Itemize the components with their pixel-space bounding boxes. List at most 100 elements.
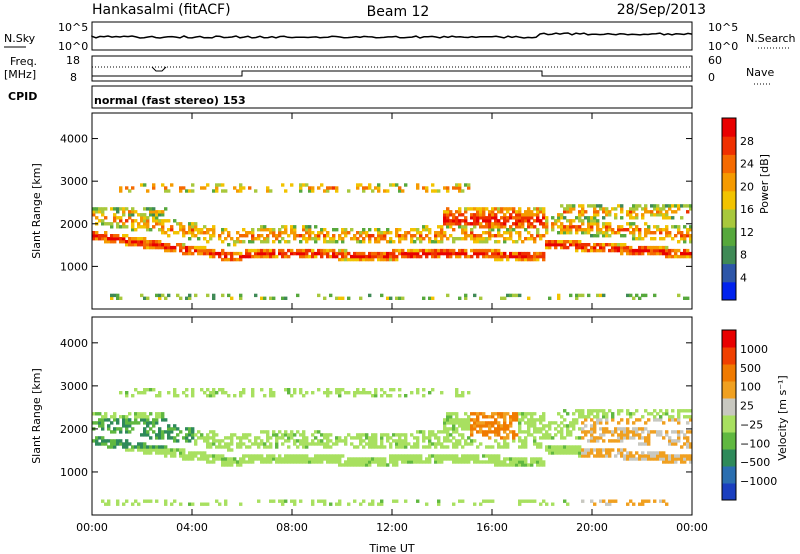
velocity-cell <box>188 454 192 458</box>
power-cell <box>164 231 168 235</box>
velocity-cell <box>104 415 108 419</box>
power-cell <box>194 248 198 253</box>
velocity-cell <box>362 460 366 464</box>
power-cell <box>659 231 663 235</box>
power-cell <box>332 248 336 253</box>
velocity-cell <box>689 454 693 458</box>
power-cell <box>257 251 261 256</box>
velocity-cell <box>275 442 279 446</box>
power-cell <box>287 248 291 253</box>
velocity-cell <box>170 502 174 506</box>
power-cell <box>623 245 627 250</box>
velocity-cell <box>107 439 111 443</box>
power-cell <box>206 293 210 298</box>
power-cell <box>554 222 558 226</box>
velocity-cell <box>596 418 600 422</box>
power-cell <box>473 207 477 211</box>
power-cell <box>422 296 426 300</box>
velocity-cell <box>239 463 243 467</box>
power-cell <box>263 240 267 244</box>
power-cell <box>557 293 561 298</box>
velocity-cell <box>221 454 225 458</box>
velocity-cell <box>284 388 288 392</box>
velocity-cell <box>158 448 162 452</box>
velocity-cell <box>530 460 534 464</box>
power-cell <box>242 254 246 259</box>
velocity-cell <box>638 433 642 437</box>
velocity-cell <box>683 415 687 419</box>
power-cell <box>488 222 492 226</box>
velocity-cell <box>671 418 675 422</box>
power-cell <box>305 248 309 253</box>
power-cell <box>587 228 591 232</box>
velocity-cell <box>101 424 105 428</box>
velocity-cell <box>101 499 105 503</box>
velocity-cell <box>542 499 546 503</box>
velocity-cell <box>368 463 372 467</box>
velocity-cell <box>242 436 246 440</box>
velocity-cell <box>470 424 474 428</box>
power-cell <box>302 237 306 241</box>
power-cell <box>602 207 606 211</box>
power-cell <box>416 251 420 256</box>
power-cell <box>548 245 552 250</box>
velocity-cell <box>410 433 414 437</box>
power-cell <box>494 222 498 226</box>
velocity-cell <box>461 445 465 449</box>
power-cell <box>524 228 528 232</box>
velocity-cell <box>266 445 270 449</box>
power-cell <box>389 254 393 259</box>
velocity-cell <box>260 442 264 446</box>
velocity-cell <box>671 409 675 413</box>
velocity-cell <box>545 436 549 440</box>
velocity-cell <box>494 427 498 431</box>
power-cell <box>179 189 183 193</box>
power-cell <box>686 251 690 256</box>
velocity-cell <box>326 454 330 458</box>
velocity-cell <box>287 388 291 392</box>
velocity-cell <box>323 454 327 458</box>
power-cell <box>317 248 321 253</box>
velocity-xtick-label-4: 16:00 <box>476 521 508 534</box>
power-cell <box>368 186 372 190</box>
velocity-cell <box>401 439 405 443</box>
power-cell <box>104 240 108 244</box>
velocity-cell <box>221 463 225 467</box>
power-cell <box>266 248 270 253</box>
velocity-cell <box>620 409 624 413</box>
power-cell <box>158 219 162 223</box>
velocity-cell <box>125 421 129 425</box>
power-cell <box>191 228 195 232</box>
velocity-cell <box>377 445 381 449</box>
power-cell <box>677 207 681 211</box>
velocity-cell <box>320 499 324 503</box>
velocity-cell <box>272 391 276 395</box>
velocity-cell <box>305 454 309 458</box>
power-cell <box>239 251 243 256</box>
nsky-series-line <box>91 32 693 39</box>
power-cell <box>368 183 372 187</box>
velocity-cell <box>272 394 276 398</box>
velocity-cell <box>356 433 360 437</box>
power-cell <box>683 254 687 259</box>
velocity-cell <box>509 418 513 422</box>
velocity-cell <box>437 502 441 506</box>
velocity-cell <box>425 436 429 440</box>
power-cell <box>260 251 264 256</box>
power-cell <box>92 207 96 211</box>
velocity-cell <box>497 415 501 419</box>
power-cell <box>653 231 657 235</box>
power-cell <box>383 231 387 235</box>
power-cell <box>365 254 369 259</box>
velocity-cell <box>593 436 597 440</box>
velocity-cell <box>191 433 195 437</box>
power-cell <box>596 234 600 238</box>
velocity-cell <box>269 391 273 395</box>
power-cell <box>380 257 384 262</box>
velocity-cell <box>671 415 675 419</box>
power-cell <box>107 237 111 241</box>
power-cell <box>470 207 474 211</box>
velocity-cell <box>386 439 390 443</box>
power-cell <box>116 237 120 241</box>
velocity-cell <box>188 430 192 434</box>
